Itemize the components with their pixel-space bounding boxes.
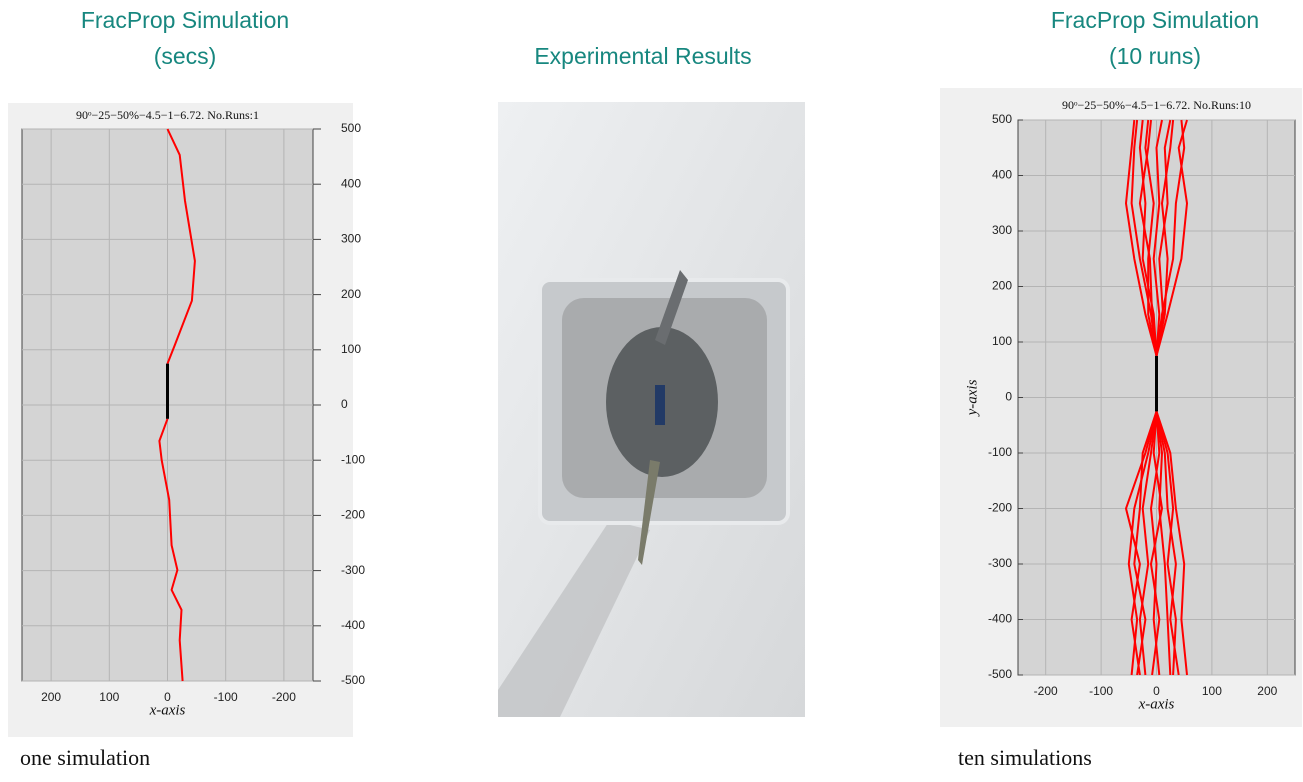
x-tick-label: 200 (1257, 684, 1277, 698)
x-tick-label: 100 (1202, 684, 1222, 698)
figure: FracProp Simulation (secs) Experimental … (0, 0, 1303, 777)
x-tick-label: -100 (1089, 684, 1113, 698)
y-axis-label: y-axis (964, 379, 980, 417)
x-tick-label: 100 (99, 690, 119, 704)
heading: (secs) (154, 43, 217, 69)
heading: FracProp Simulation (1051, 7, 1259, 33)
y-tick-label: -100 (341, 452, 365, 466)
y-tick-label: -400 (988, 612, 1012, 626)
heading: Experimental Results (534, 43, 751, 69)
y-tick-label: -500 (988, 667, 1012, 681)
y-tick-label: -500 (341, 673, 365, 687)
y-tick-label: 400 (992, 168, 1012, 182)
y-tick-label: 300 (341, 232, 361, 246)
y-tick-label: -400 (341, 618, 365, 632)
y-tick-label: 300 (992, 223, 1012, 237)
y-tick-label: 0 (341, 397, 348, 411)
x-axis-label: x-axis (1138, 696, 1175, 712)
heading: FracProp Simulation (81, 7, 289, 33)
y-tick-label: 200 (992, 279, 1012, 293)
x-tick-label: -200 (272, 690, 296, 704)
x-tick-label: 200 (41, 690, 61, 704)
x-tick-label: -100 (214, 690, 238, 704)
photo (498, 102, 805, 717)
chart-title: 90ᵒ−25−50%−4.5−1−6.72. No.Runs:10 (1062, 98, 1251, 112)
y-tick-label: -300 (988, 556, 1012, 570)
y-tick-label: 500 (341, 121, 361, 135)
y-tick-label: 0 (1005, 390, 1012, 404)
chart-title: 90ᵒ−25−50%−4.5−1−6.72. No.Runs:1 (76, 108, 259, 122)
y-tick-label: -200 (341, 508, 365, 522)
x-axis-label: x-axis (149, 702, 186, 718)
y-tick-label: 500 (992, 112, 1012, 126)
caption: ten simulations (958, 745, 1092, 770)
y-tick-label: -100 (988, 445, 1012, 459)
caption: one simulation (20, 745, 150, 770)
page: {"panels":[{"heading":["FracProp Simulat… (0, 0, 1303, 782)
y-tick-label: 100 (992, 334, 1012, 348)
y-tick-label: 400 (341, 176, 361, 190)
x-tick-label: -200 (1034, 684, 1058, 698)
heading: (10 runs) (1109, 43, 1201, 69)
y-tick-label: -200 (988, 501, 1012, 515)
y-tick-label: 100 (341, 342, 361, 356)
y-tick-label: -300 (341, 563, 365, 577)
y-tick-label: 200 (341, 287, 361, 301)
